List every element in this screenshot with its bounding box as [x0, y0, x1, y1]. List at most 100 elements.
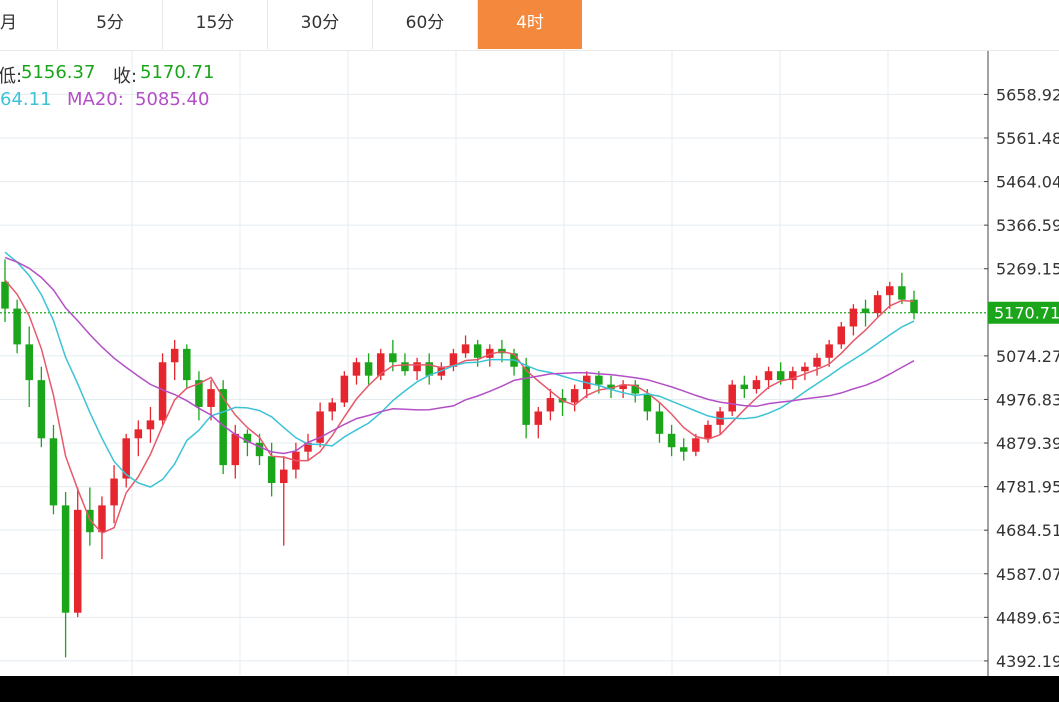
candle-body	[170, 348, 179, 363]
candle-body	[473, 344, 482, 358]
candle-body	[146, 420, 155, 430]
moving-average-lines	[4, 251, 915, 535]
candle-body	[49, 438, 58, 506]
candle-body	[219, 389, 227, 466]
candle-body	[801, 366, 809, 372]
ma10-line	[4, 251, 915, 488]
candle-body	[486, 348, 494, 358]
tab-60min[interactable]: 60分	[373, 0, 478, 49]
candle-body	[631, 384, 639, 394]
candle-body	[534, 411, 543, 425]
tick-label: 4781.95	[996, 478, 1059, 497]
candle-body	[837, 326, 846, 345]
candle-body	[401, 362, 409, 372]
tick-label: 5464.04	[996, 173, 1059, 192]
tick-label: 4587.07	[996, 565, 1059, 584]
ma5-line	[4, 279, 915, 535]
candle-body	[352, 362, 361, 376]
ma20-line	[4, 256, 915, 455]
info-close-value: 5170.71	[140, 62, 215, 83]
candle-body	[461, 344, 470, 354]
bottom-bar	[0, 676, 1059, 702]
candle-body	[37, 380, 46, 439]
candle-body	[280, 469, 288, 484]
candle-body	[376, 353, 385, 376]
candle-body	[789, 371, 797, 381]
candle-body	[570, 389, 579, 403]
tick-label: 4976.83	[996, 390, 1059, 409]
tab-4hour[interactable]: 4时	[478, 0, 582, 49]
candle-body	[328, 402, 336, 412]
candle-body	[849, 308, 858, 327]
candle-body	[643, 393, 652, 412]
tick-label: 5074.27	[996, 347, 1059, 366]
last-price-label: 5170.71	[994, 304, 1059, 323]
candle-body	[304, 442, 312, 452]
candle-body	[122, 438, 130, 479]
candle-body	[728, 384, 736, 412]
tab-5min[interactable]: 5分	[58, 0, 163, 49]
candle-body	[255, 442, 264, 457]
info-low-value: 5156.37	[21, 62, 96, 83]
candle-body	[183, 348, 191, 381]
candle-body	[86, 509, 94, 533]
candle-body	[364, 362, 373, 376]
candle-body	[619, 384, 627, 390]
last-price-tag	[988, 301, 1059, 324]
chart-grid	[0, 51, 988, 676]
candle-body	[413, 362, 421, 372]
candle-body	[861, 308, 870, 314]
candle-body	[607, 384, 615, 390]
candle-body	[61, 505, 70, 613]
period-tab-bar: 月 5分 15分 30分 60分 4时	[0, 0, 1059, 51]
candle-body	[207, 389, 215, 407]
tick-label: 4489.63	[996, 608, 1059, 627]
candle-body	[98, 505, 106, 533]
candle-body	[110, 478, 118, 506]
info-ma10-value: 64.11	[0, 89, 52, 110]
candle-body	[655, 411, 664, 434]
candle-body	[243, 433, 252, 443]
tab-month[interactable]: 月	[0, 0, 58, 49]
tab-15min[interactable]: 15分	[163, 0, 268, 49]
info-ma20-value: 5085.40	[135, 89, 210, 110]
candle-body	[158, 362, 167, 421]
candle-body	[73, 509, 82, 613]
candle-body	[340, 375, 349, 403]
tick-label: 5269.15	[996, 260, 1059, 279]
candle-body	[873, 295, 882, 314]
candle-body	[316, 411, 324, 443]
candle-body	[740, 384, 749, 390]
candle-body	[667, 433, 676, 448]
candle-body	[231, 433, 240, 466]
candle-body	[776, 371, 785, 381]
candle-body	[134, 429, 143, 439]
candle-body	[13, 308, 21, 345]
tick-label: 4392.19	[996, 652, 1059, 671]
candle-body	[25, 344, 33, 381]
candlestick-chart: 5658.92 5561.48 5464.04 5366.59 5269.15 5074.…	[0, 51, 1059, 676]
tick-label: 4879.39	[996, 434, 1059, 453]
candle-body	[898, 286, 906, 300]
info-close-label: 收:	[113, 66, 138, 87]
candle-body	[522, 366, 530, 425]
candle-body	[425, 362, 433, 376]
tick-label: 5658.92	[996, 85, 1059, 104]
info-low-label: 低:	[0, 66, 23, 87]
price-axis: 5658.92 5561.48 5464.04 5366.59 5269.15 5074.…	[984, 51, 1059, 676]
tab-30min[interactable]: 30分	[268, 0, 373, 49]
candle-body	[764, 371, 773, 381]
tick-label: 5561.48	[996, 129, 1059, 148]
candle-body	[449, 353, 458, 367]
tick-label: 4684.51	[996, 521, 1059, 540]
candle-body	[704, 424, 712, 439]
candle-body	[692, 438, 700, 452]
candle-body	[389, 353, 397, 363]
info-ma20-label: MA20:	[67, 89, 124, 110]
candle-body	[1, 281, 9, 309]
candle-body	[825, 344, 833, 358]
candle-body	[813, 357, 821, 367]
candle-body	[752, 380, 761, 390]
candle-body	[679, 447, 688, 452]
candle-body	[267, 456, 276, 484]
